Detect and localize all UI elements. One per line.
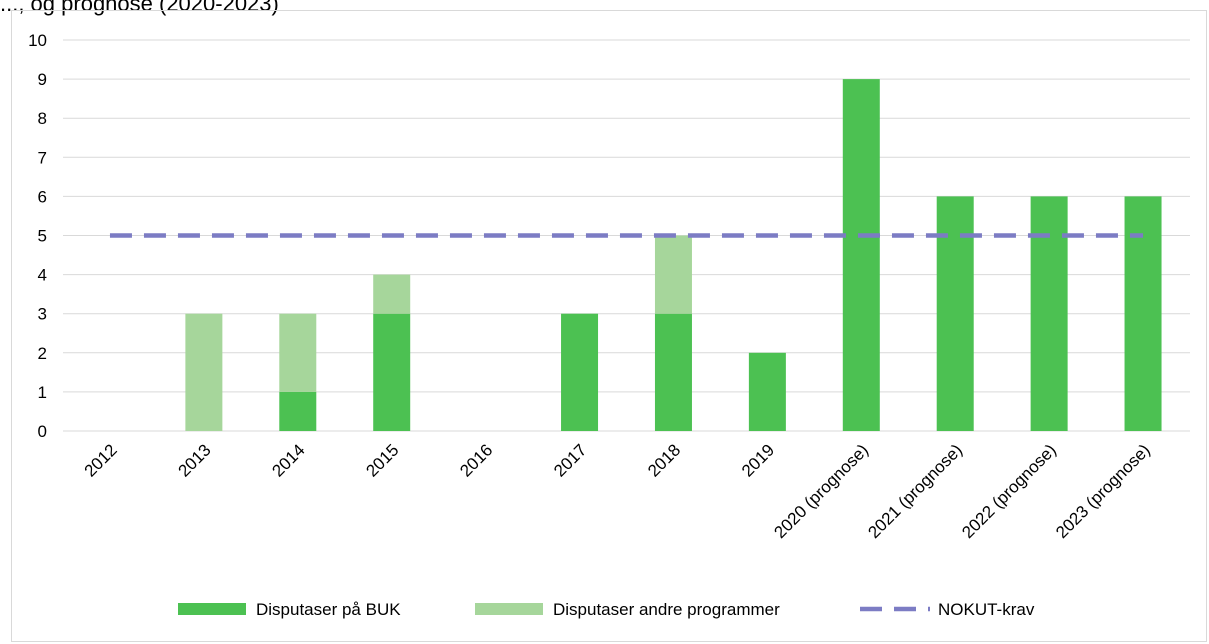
x-tick-label: 2022 (prognose) (958, 440, 1060, 542)
clipped-caption: ..., og prognose (2020-2023) (0, 0, 279, 16)
y-tick-label: 3 (38, 305, 47, 324)
x-tick-label: 2014 (268, 440, 308, 480)
y-tick-label: 4 (38, 266, 47, 285)
legend-label: NOKUT-krav (938, 600, 1035, 619)
bar-segment (842, 79, 880, 431)
x-tick-label: 2017 (550, 440, 590, 480)
bar-segment (279, 391, 317, 431)
x-tick-label: 2018 (644, 440, 684, 480)
x-tick-label: 2019 (738, 440, 778, 480)
bar-segment (1124, 196, 1162, 431)
bar-segment (561, 313, 599, 431)
legend-label: Disputaser på BUK (256, 600, 401, 619)
bar-segment (373, 274, 411, 314)
legend-swatch (178, 603, 246, 615)
y-tick-label: 8 (38, 109, 47, 128)
legend: Disputaser på BUK Disputaser andre progra… (178, 600, 1035, 619)
y-tick-label: 2 (38, 344, 47, 363)
bar-segment (654, 235, 692, 314)
x-tick-label: 2016 (456, 440, 496, 480)
bar-segment (748, 352, 786, 431)
y-tick-label: 1 (38, 383, 47, 402)
y-tick-label: 6 (38, 187, 47, 206)
x-tick-label: 2021 (prognose) (864, 440, 966, 542)
bars (185, 79, 1162, 431)
chart-frame (11, 10, 1207, 642)
bar-segment (1030, 196, 1068, 431)
bar-segment (936, 196, 974, 431)
bar-segment (279, 313, 317, 392)
gridlines (63, 39, 1190, 432)
legend-label: Disputaser andre programmer (553, 600, 780, 619)
bar-segment (654, 313, 692, 431)
y-axis-tick-labels: 0 1 2 3 4 5 6 7 8 9 10 (28, 31, 47, 441)
bar-segment (373, 313, 411, 431)
bar-segment (185, 313, 223, 431)
y-tick-label: 10 (28, 31, 47, 50)
y-tick-label: 0 (38, 422, 47, 441)
x-tick-label: 2012 (81, 440, 121, 480)
y-tick-label: 5 (38, 227, 47, 246)
x-tick-label: 2015 (362, 440, 402, 480)
y-tick-label: 9 (38, 70, 47, 89)
legend-swatch (475, 603, 543, 615)
x-tick-label: 2020 (prognose) (770, 440, 872, 542)
x-tick-label: 2013 (175, 440, 215, 480)
y-tick-label: 7 (38, 148, 47, 167)
x-tick-label: 2023 (prognose) (1052, 440, 1154, 542)
